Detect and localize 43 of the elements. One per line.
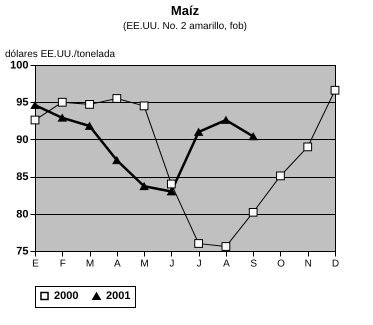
point [112,156,122,164]
point [276,171,285,180]
point [85,100,94,109]
legend-label: 2000 [54,290,78,302]
x-tick-label: A [114,258,121,270]
point [85,122,94,130]
y-tick-label: 100 [10,60,28,72]
y-tick-label: 95 [16,96,28,109]
point [222,116,230,124]
x-tick-label: S [250,258,258,270]
point [194,239,204,248]
x-tick-label: E [32,258,40,270]
point [248,208,258,217]
y-axis-title: dólares EE.UU./tonelada [5,49,116,60]
chart-title: Maíz [170,3,200,18]
y-tick-label: 80 [16,208,28,220]
x-tick-label: M [86,258,94,270]
point [140,102,148,110]
y-tick-label: 90 [16,134,28,146]
x-tick-label: N [304,258,312,270]
y-tick-label: 85 [16,171,28,184]
x-tick-label: O [277,258,286,270]
point [58,114,67,122]
x-tick-label: F [60,258,66,270]
point [30,116,40,124]
point [58,98,67,107]
x-tick-label: A [223,258,230,270]
legend-label: 2001 [106,290,130,302]
y-tick-label: 75 [16,246,28,258]
chart-subtitle: (EE.UU. No. 2 amarillo, fob) [123,21,247,32]
point [140,182,148,190]
x-tick-label: M [140,258,149,270]
point [166,188,176,196]
point [222,242,230,251]
point [166,180,176,188]
point [194,128,204,136]
point [303,142,312,152]
point [112,94,122,103]
point [330,86,340,95]
x-tick-label: D [332,258,340,270]
x-tick-label: J [169,258,174,270]
point [248,132,258,140]
x-tick-label: J [196,258,202,270]
